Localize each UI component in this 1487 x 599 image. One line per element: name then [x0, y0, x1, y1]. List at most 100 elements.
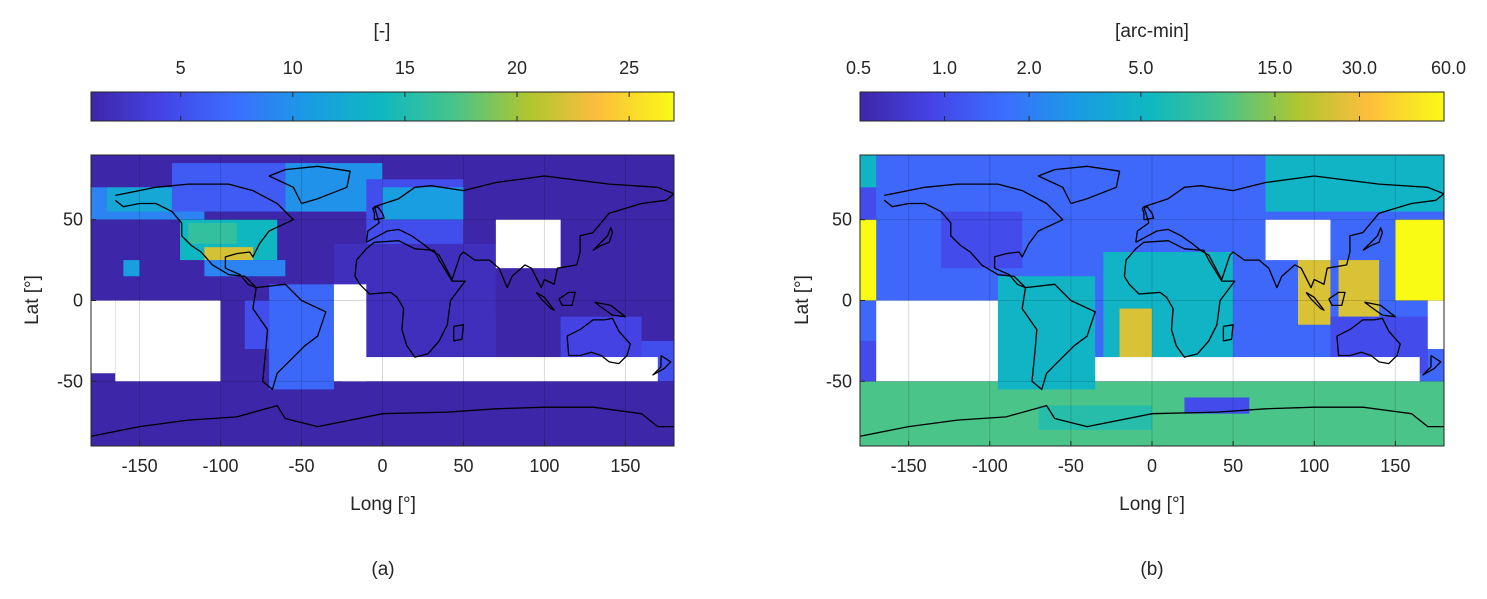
map-a-ylabel: Lat [°] — [22, 275, 43, 325]
map-b-region-9 — [1265, 155, 1444, 212]
map-b-region-12 — [1395, 219, 1444, 301]
map-a-xlabel: Long [°] — [350, 494, 416, 515]
map-a-nodata-3 — [495, 219, 561, 269]
map-b-nodata-1 — [1095, 357, 1420, 382]
map-a-nodata-0 — [115, 300, 221, 382]
colorbar-a-tick-labels: 5 10 15 20 25 — [176, 58, 639, 78]
map-a-ytick-label-1: 0 — [73, 291, 83, 311]
map-a-coastline-2 — [252, 283, 327, 391]
map-a-region-6 — [204, 247, 253, 261]
map-a-coastlines — [91, 165, 674, 437]
map-b-nodata-2 — [1265, 219, 1331, 261]
map-a-xtick-label-1: -100 — [203, 456, 239, 476]
map-a-ytick-label-2: 50 — [63, 210, 83, 230]
colorbar-a-tick-label-3: 20 — [507, 58, 527, 78]
map-b-nodata-0 — [876, 300, 998, 382]
map-a-xtick-label-5: 100 — [529, 456, 559, 476]
colorbar-a-tick-label-0: 5 — [176, 58, 186, 78]
map-a-coastline-5 — [566, 317, 631, 365]
map-b-coastline-6 — [860, 404, 1444, 437]
map-b-ytick-label-0: -50 — [826, 371, 852, 391]
map-b-coastlines — [860, 165, 1444, 437]
map-a-coastline-13 — [652, 354, 672, 376]
map-b-coastline-10 — [1328, 291, 1346, 307]
colorbar-b-tick-marks — [859, 92, 1445, 121]
colorbar-b-tick-label-6: 60.0 — [1431, 58, 1466, 78]
map-b-region-16 — [860, 340, 877, 382]
map-a-region-3 — [107, 187, 172, 212]
map-a-region-14 — [382, 187, 464, 220]
map-a-coastline-1 — [268, 165, 351, 205]
colorbar-a-tick-label-4: 25 — [619, 58, 639, 78]
map-b-y-tick-labels: -50 0 50 — [826, 210, 865, 391]
map-a-coastline-8 — [592, 227, 614, 251]
colorbar-b-tick-labels: 0.5 1.0 2.0 5.0 15.0 30.0 60.0 — [846, 58, 1466, 78]
map-a-y-tick-labels: -50 0 50 — [57, 210, 96, 391]
map-b-xtick-label-2: -50 — [1058, 456, 1084, 476]
map-a-coastline-4 — [354, 240, 466, 358]
map-a-coastline-11 — [535, 291, 555, 311]
map-b-xtick-label-1: -100 — [972, 456, 1008, 476]
map-a-nodata-1 — [91, 300, 116, 374]
map-a-coastline-3 — [365, 175, 674, 289]
map-b-coastline-1 — [1037, 165, 1121, 205]
map-a-coastline-10 — [558, 291, 576, 307]
panel-b-label: (b) — [1140, 559, 1163, 580]
map-b-nodata-3 — [1427, 300, 1444, 349]
map-b-region-1 — [860, 219, 877, 301]
map-a-xtick-label-4: 50 — [453, 456, 473, 476]
colorbar-b-tick-label-0: 0.5 — [846, 58, 871, 78]
map-b-ylabel: Lat [°] — [792, 275, 813, 325]
colorbar-a-tick-marks — [180, 92, 630, 121]
map-b-xtick-label-4: 50 — [1223, 456, 1243, 476]
map-b-coastline-3 — [1135, 175, 1444, 289]
map-b-grid — [860, 155, 1444, 446]
map-b-xtick-label-3: 0 — [1147, 456, 1157, 476]
map-b-coastline-12 — [1364, 301, 1396, 318]
map-b-region-15 — [1184, 397, 1250, 414]
map-b-region-6 — [997, 276, 1096, 390]
map-b-xtick-label-0: -150 — [891, 456, 927, 476]
map-a-xtick-label-2: -50 — [289, 456, 315, 476]
map-a-xtick-label-3: 0 — [377, 456, 387, 476]
map-b-coastline-4 — [1123, 240, 1236, 358]
map-b-coastline-2 — [1021, 283, 1096, 391]
map-a-region-15 — [495, 155, 674, 212]
map-b-xtick-label-5: 100 — [1299, 456, 1329, 476]
map-b-region-2 — [860, 187, 877, 220]
map-a-nodata-2 — [342, 357, 658, 382]
panel-a: [-] 5 10 15 20 25 -150 -100 -50 0 50 100 150 -50 0 5… — [22, 21, 675, 580]
map-b-xlabel: Long [°] — [1119, 494, 1185, 515]
panel-b: [arc-min] 0.5 1.0 2.0 5.0 15.0 30.0 60.0 -150-… — [792, 21, 1466, 580]
map-a-xtick-label-6: 150 — [610, 456, 640, 476]
map-a-region-1 — [91, 155, 172, 301]
map-a-region-8 — [204, 260, 286, 277]
map-b-coastline-8 — [1362, 227, 1384, 251]
map-a-ytick-label-0: -50 — [57, 371, 83, 391]
map-b-x-tick-labels: -150 -100 -50 0 50 100 150 — [891, 441, 1410, 476]
map-a-coastline-6 — [91, 404, 674, 437]
colorbar-a-tick-label-2: 15 — [395, 58, 415, 78]
colorbar-b-tick-label-3: 5.0 — [1128, 58, 1153, 78]
map-a-coastline-0 — [114, 183, 295, 289]
panel-a-label: (a) — [371, 559, 394, 580]
map-b-coastline-5 — [1336, 317, 1401, 365]
map-b-coastline-9 — [1141, 206, 1155, 221]
colorbar-a — [90, 91, 675, 122]
map-a-region-7 — [188, 222, 237, 244]
map-b-xtick-label-6: 150 — [1380, 456, 1410, 476]
map-a-region-10 — [269, 284, 334, 390]
map-b-coastline-7 — [1222, 324, 1234, 342]
map-b-coastline-0 — [883, 183, 1064, 289]
colorbar-b-tick-label-1: 1.0 — [932, 58, 957, 78]
map-a-x-tick-labels: -150 -100 -50 0 50 100 150 — [122, 441, 640, 476]
colorbar-b-tick-label-2: 2.0 — [1017, 58, 1042, 78]
map-b-coastline-13 — [1422, 354, 1442, 376]
map-b-region-10 — [1298, 260, 1331, 325]
map-a-nodata-4 — [333, 284, 367, 382]
colorbar-a-tick-label-1: 10 — [283, 58, 303, 78]
map-a-coastline-7 — [453, 324, 465, 342]
colorbar-a-title: [-] — [374, 21, 391, 42]
colorbar-b-title: [arc-min] — [1115, 21, 1189, 42]
